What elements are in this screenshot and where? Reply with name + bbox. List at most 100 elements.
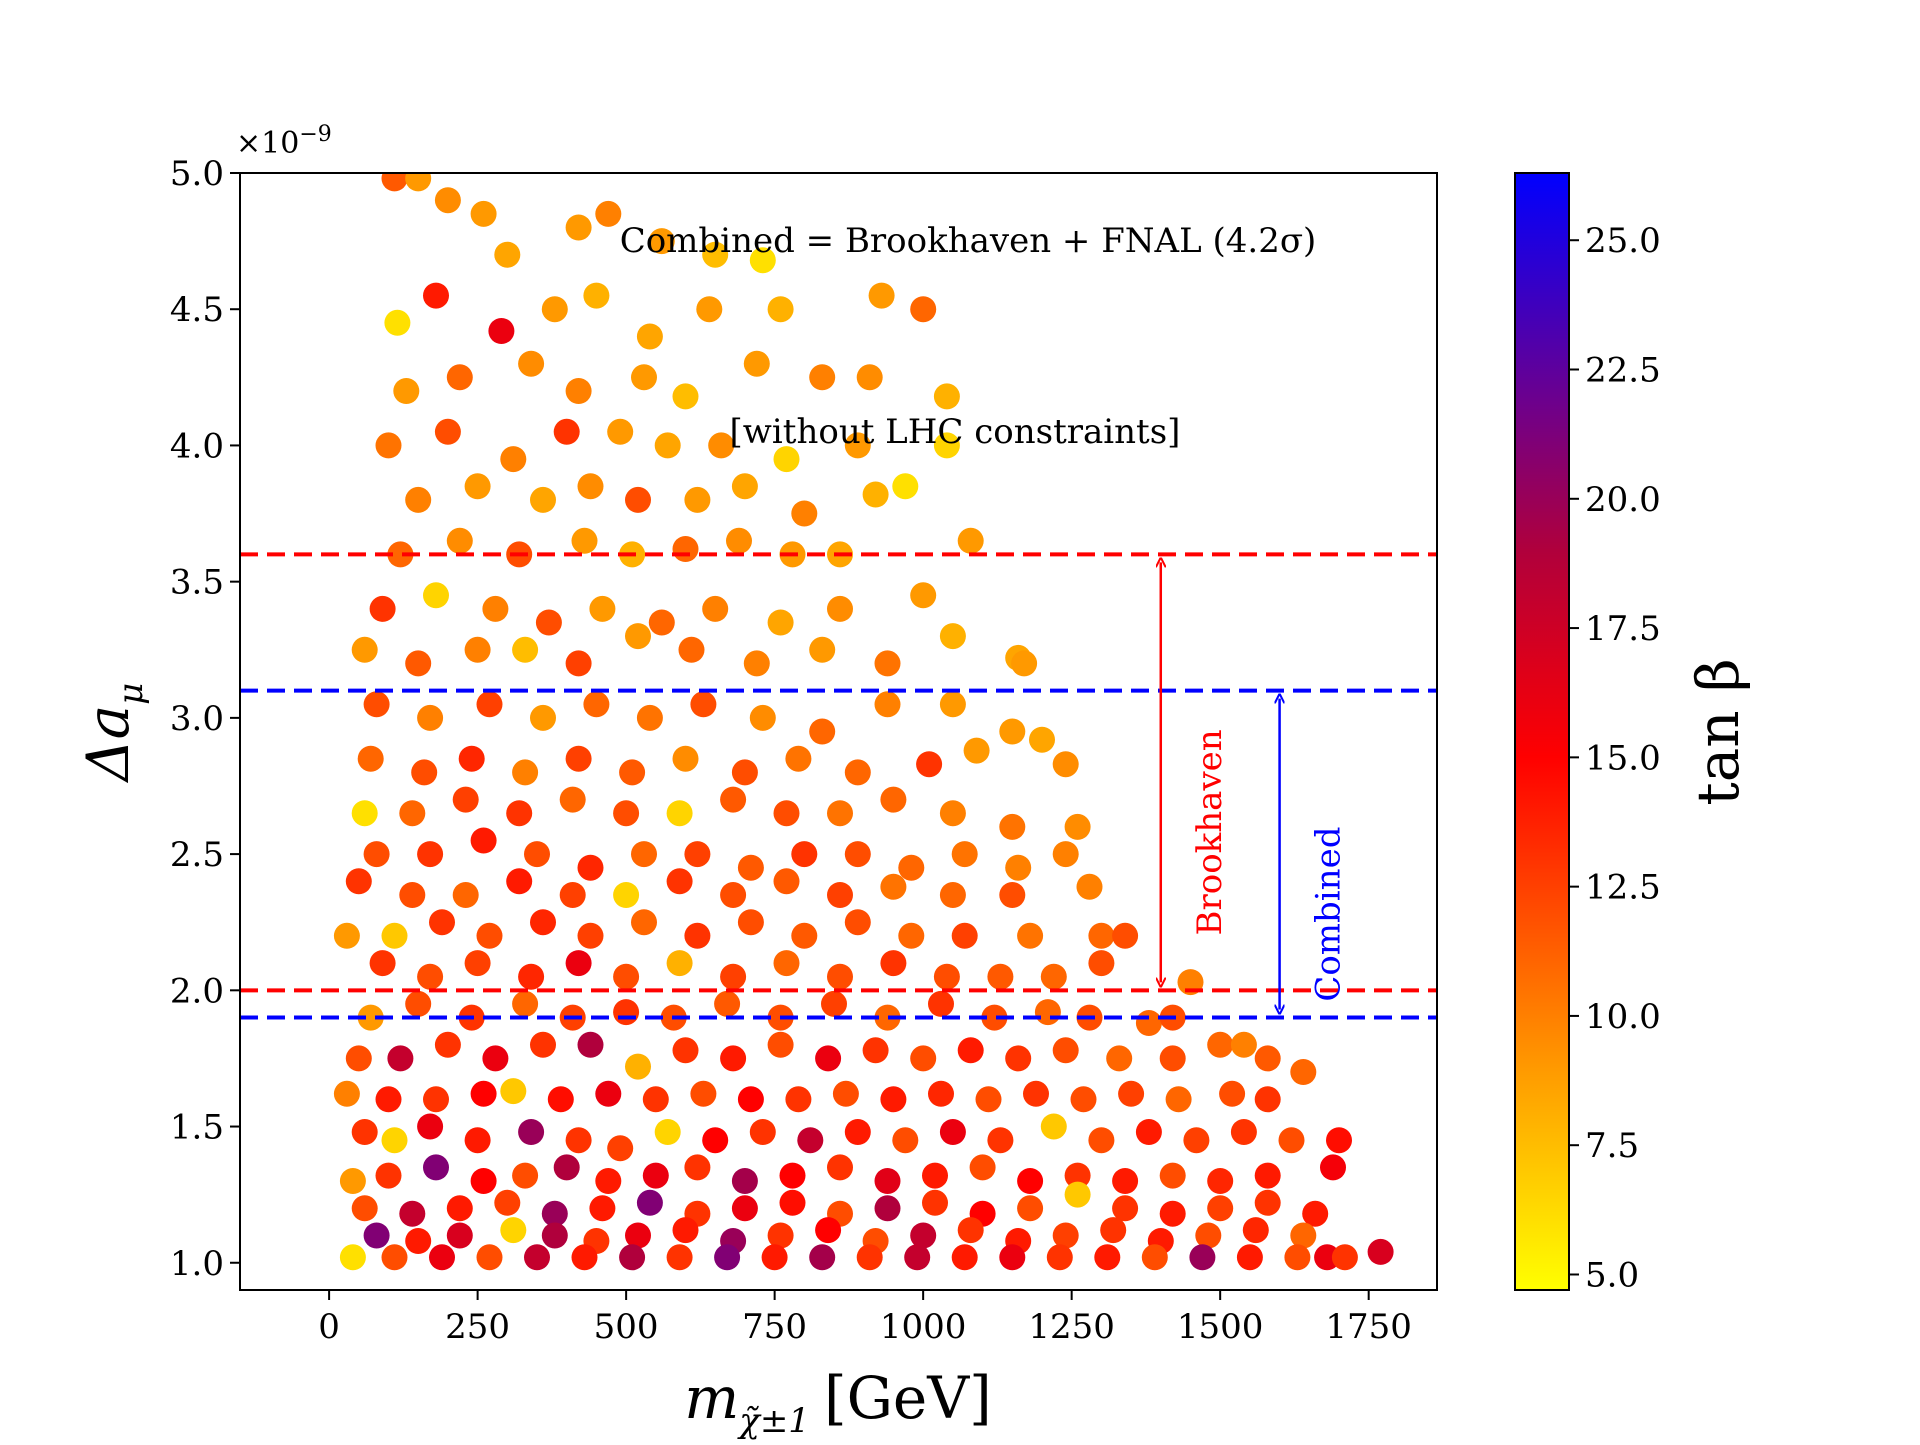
plot-frame [239, 172, 1438, 1291]
colorbar-title: tan β [1684, 658, 1752, 805]
colorbar-tick-label: 7.5 [1585, 1126, 1639, 1166]
scatter-point [625, 1053, 651, 1080]
scatter-point [827, 963, 853, 990]
scatter-point [434, 187, 461, 214]
x-tick-label: 1500 [1177, 1307, 1264, 1347]
scatter-point [541, 1222, 568, 1249]
scatter-point [553, 418, 580, 445]
scatter-point [559, 882, 586, 908]
scatter-point [411, 759, 438, 786]
scatter-point [470, 827, 497, 854]
scatter-point [1302, 1200, 1329, 1227]
scatter-point [672, 536, 699, 562]
scatter-point [951, 1244, 978, 1271]
scatter-point [512, 759, 539, 786]
x-tick-label: 0 [318, 1307, 340, 1347]
scatter-point [446, 1222, 473, 1249]
scatter-point [773, 950, 800, 977]
scatter-point [476, 691, 503, 718]
scatter-point [1029, 726, 1055, 753]
scatter-point [1005, 854, 1032, 881]
scatter-point [666, 800, 693, 827]
scatter-point [464, 636, 491, 663]
scatter-point [981, 1004, 1008, 1031]
scatter-point [933, 383, 960, 410]
scatter-point [910, 296, 937, 323]
scatter-point [1254, 1162, 1281, 1189]
x-tick-label: 1750 [1325, 1307, 1412, 1347]
scatter-point [672, 383, 699, 410]
scatter-point [381, 1244, 408, 1271]
scatter-point [565, 950, 592, 977]
scatter-point [862, 1037, 889, 1064]
scatter-point [874, 1195, 901, 1222]
scatter-point [666, 1244, 693, 1271]
scatter-point [351, 1195, 378, 1222]
scatter-point [1254, 1189, 1281, 1216]
scatter-point [470, 1080, 497, 1107]
scatter-point [898, 922, 925, 949]
scatter-point [429, 909, 455, 936]
scatter-point [500, 446, 527, 473]
scatter-point [613, 882, 640, 908]
scatter-point [613, 999, 640, 1026]
y-multiplier: ×10−9 [236, 122, 332, 161]
scatter-point [969, 1154, 996, 1181]
scatter-point [702, 241, 729, 268]
scatter-point [862, 481, 889, 508]
scatter-point [987, 963, 1014, 990]
scatter-point [892, 473, 919, 500]
scatter-point [731, 473, 758, 500]
scatter-point [583, 691, 610, 718]
scatter-point [1159, 1045, 1186, 1072]
scatter-point [384, 309, 411, 336]
scatter-point [749, 247, 776, 274]
scatter-point [827, 1154, 853, 1181]
scatter-point [518, 1119, 545, 1145]
scatter-point [666, 868, 693, 895]
scatter-point [672, 1217, 699, 1244]
scatter-point [779, 1162, 806, 1189]
scatter-point [506, 800, 533, 827]
scatter-point [565, 378, 592, 404]
scatter-point [464, 1127, 491, 1154]
scatter-point [500, 1078, 527, 1105]
scatter-point [690, 691, 717, 718]
y-tick-label: 3.5 [170, 563, 224, 603]
scatter-point [910, 1222, 937, 1249]
scatter-point [779, 1189, 806, 1216]
scatter-point [405, 650, 432, 677]
scatter-point [417, 1113, 444, 1140]
scatter-point [1017, 1195, 1044, 1222]
scatter-point [524, 841, 550, 868]
scatter-point [642, 1162, 669, 1189]
scatter-point [470, 200, 497, 227]
scatter-point [1112, 1195, 1139, 1222]
scatter-point [429, 1244, 455, 1271]
scatter-point [773, 446, 800, 473]
scatter-point [1088, 1127, 1115, 1154]
scatter-point [1230, 1119, 1257, 1145]
scatter-point [933, 963, 960, 990]
scatter-point [345, 868, 372, 895]
scatter-point [470, 1168, 497, 1194]
scatter-point [749, 704, 776, 731]
scatter-point [922, 1189, 948, 1216]
scatter-point [494, 1189, 521, 1216]
scatter-point [731, 1195, 758, 1222]
scatter-point [423, 1086, 449, 1113]
scatter-point [672, 745, 699, 772]
scatter-point [417, 841, 444, 868]
scatter-point [625, 623, 651, 650]
scatter-point [720, 786, 747, 813]
y-tick-label: 2.0 [170, 971, 224, 1011]
x-tick-label: 1000 [880, 1307, 967, 1347]
scatter-point [1230, 1031, 1257, 1058]
scatter-point [339, 1168, 366, 1194]
scatter-point [375, 1162, 402, 1189]
x-tick-label: 1250 [1028, 1307, 1115, 1347]
combined-annotation: Combined = Brookhaven + FNAL (4.2σ) [620, 221, 1317, 261]
scatter-point [405, 173, 432, 192]
colorbar-tick-label: 10.0 [1585, 997, 1661, 1037]
scatter-point [1207, 1168, 1234, 1194]
